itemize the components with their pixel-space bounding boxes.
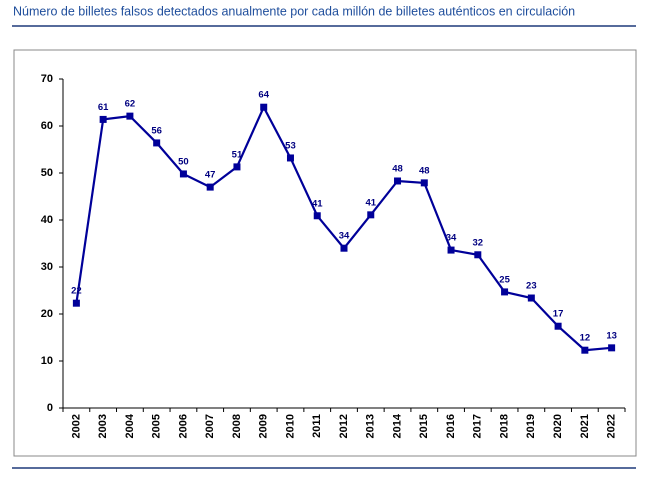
data-label: 62 [125, 99, 136, 110]
data-label: 32 [473, 237, 484, 248]
data-label: 48 [419, 165, 430, 176]
data-label: 17 [553, 309, 564, 320]
x-tick-label: 2019 [525, 414, 537, 438]
chart-frame [13, 49, 637, 457]
data-label: 25 [499, 274, 510, 285]
marker [474, 251, 482, 259]
marker [153, 139, 161, 147]
x-tick-label: 2008 [231, 414, 243, 438]
marker [286, 154, 294, 162]
data-label: 12 [580, 333, 591, 344]
marker [126, 112, 134, 120]
x-tick-label: 2004 [124, 413, 136, 438]
x-tick-label: 2022 [606, 414, 618, 438]
marker [581, 346, 589, 354]
x-tick-label: 2016 [445, 414, 457, 438]
data-label: 41 [365, 197, 376, 208]
y-tick-label: 40 [41, 214, 53, 226]
y-tick-label: 20 [41, 308, 53, 320]
data-label: 50 [178, 156, 189, 167]
marker [340, 244, 348, 252]
marker [420, 179, 428, 187]
marker [394, 177, 402, 185]
data-label: 22 [71, 286, 82, 297]
data-label: 48 [392, 164, 403, 175]
data-label: 13 [606, 330, 617, 341]
data-label: 47 [205, 170, 216, 181]
data-label: 64 [258, 90, 269, 101]
marker [206, 183, 214, 191]
data-label: 53 [285, 140, 296, 151]
marker [99, 115, 107, 123]
data-label: 23 [526, 281, 537, 292]
marker [367, 211, 375, 219]
x-tick-label: 2010 [284, 414, 296, 438]
marker [527, 294, 535, 302]
y-tick-label: 30 [41, 261, 53, 273]
y-tick-label: 70 [41, 73, 53, 85]
x-tick-label: 2003 [97, 414, 109, 438]
x-tick-label: 2009 [258, 414, 270, 438]
x-tick-label: 2018 [498, 414, 510, 438]
marker [313, 212, 321, 220]
marker [447, 246, 455, 254]
x-tick-label: 2006 [177, 414, 189, 438]
x-tick-label: 2017 [472, 414, 484, 438]
marker [501, 288, 509, 296]
marker [233, 163, 241, 171]
marker [608, 344, 616, 352]
x-tick-label: 2020 [552, 414, 564, 438]
marker [179, 170, 187, 178]
x-tick-label: 2013 [365, 414, 377, 438]
x-tick-label: 2012 [338, 414, 350, 438]
x-tick-label: 2011 [311, 414, 323, 438]
x-tick-label: 2005 [151, 414, 163, 438]
y-tick-label: 10 [41, 355, 53, 367]
x-tick-label: 2015 [418, 414, 430, 438]
marker [72, 299, 80, 307]
x-tick-label: 2021 [579, 414, 591, 438]
data-label: 41 [312, 198, 323, 209]
marker [260, 103, 268, 111]
data-label: 34 [339, 231, 350, 242]
x-tick-label: 2002 [70, 414, 82, 438]
data-label: 51 [232, 149, 243, 160]
x-tick-label: 2007 [204, 414, 216, 438]
data-label: 61 [98, 102, 109, 113]
y-tick-label: 50 [41, 167, 53, 179]
x-tick-label: 2014 [391, 413, 403, 438]
chart-title: Número de billetes falsos detectados anu… [13, 4, 575, 18]
y-tick-label: 60 [41, 120, 53, 132]
marker [554, 322, 562, 330]
data-label: 56 [151, 125, 162, 136]
data-label: 34 [446, 233, 457, 244]
y-tick-label: 0 [47, 402, 53, 414]
